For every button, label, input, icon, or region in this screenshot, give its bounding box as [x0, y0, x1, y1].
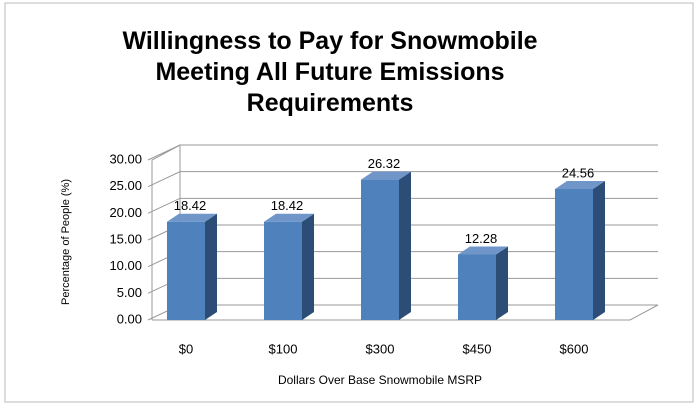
- grid-line: [147, 171, 658, 188]
- x-axis-label: Dollars Over Base Snowmobile MSRP: [278, 373, 482, 387]
- y-tick-label: 15.00: [109, 231, 142, 246]
- floor: [152, 304, 659, 321]
- bar-top: [361, 171, 411, 180]
- bar-side: [496, 246, 508, 320]
- data-label: 18.42: [271, 198, 304, 213]
- bar-side: [593, 181, 605, 320]
- x-tick-label: $100: [269, 341, 298, 356]
- y-tick-label: 30.00: [109, 151, 142, 166]
- x-tick-label: $0: [179, 341, 193, 356]
- y-tick-label: 0.00: [117, 311, 142, 326]
- x-tick-label: $450: [463, 341, 492, 356]
- bar-side: [205, 213, 217, 320]
- data-label: 24.56: [562, 165, 595, 180]
- bar-top: [264, 213, 314, 222]
- bar: [458, 254, 496, 320]
- data-label: 26.32: [368, 156, 401, 171]
- data-label: 12.28: [465, 231, 498, 246]
- y-tick-label: 10.00: [109, 258, 142, 273]
- grid-line: [147, 197, 658, 214]
- chart-title: Willingness to Pay for Snowmobile Meetin…: [122, 27, 538, 117]
- bar: [167, 221, 205, 320]
- y-tick-label: 5.00: [117, 285, 142, 300]
- y-tick-label: 20.00: [109, 205, 142, 220]
- y-axis-label: Percentage of People (%): [60, 179, 72, 305]
- bar-side: [399, 171, 411, 320]
- bar-side: [302, 213, 314, 320]
- x-tick-label: $600: [560, 341, 589, 356]
- grid-line: [147, 144, 658, 161]
- bar-top: [458, 246, 508, 255]
- bar-top: [167, 213, 217, 222]
- x-tick-label: $300: [366, 341, 395, 356]
- y-tick-label: 25.00: [109, 178, 142, 193]
- data-label: 18.42: [174, 198, 207, 213]
- bar: [361, 179, 399, 320]
- chart-frame: [4, 2, 694, 403]
- bar: [555, 189, 593, 320]
- bar-top: [555, 181, 605, 190]
- bar: [264, 221, 302, 320]
